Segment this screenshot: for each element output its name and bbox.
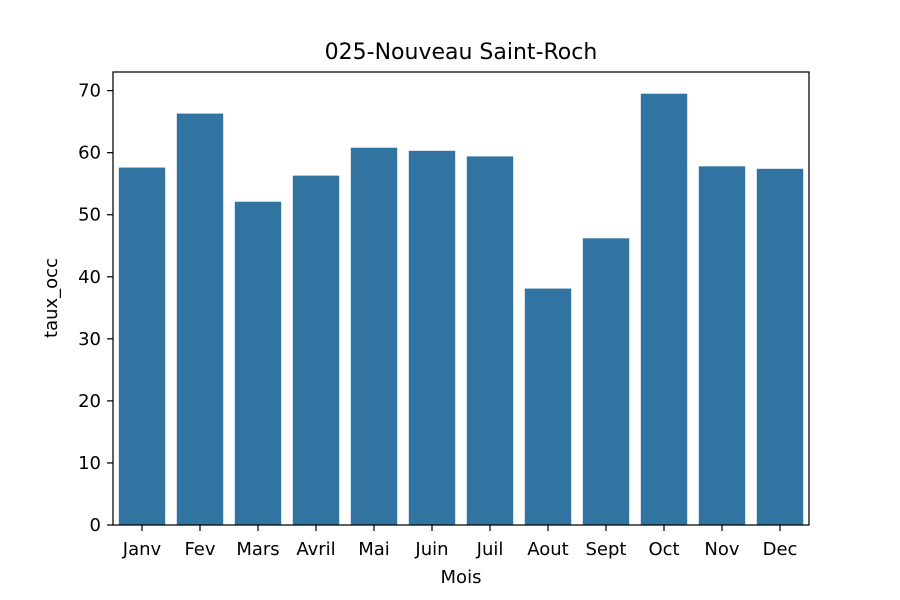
y-tick-label: 10 (78, 453, 101, 474)
y-axis: 0 10 20 30 40 50 60 70 (78, 81, 113, 536)
bar-group (118, 93, 804, 525)
y-axis-label: taux_occ (41, 258, 62, 338)
x-tick-label: Mai (358, 539, 390, 560)
x-tick-label: Avril (296, 539, 335, 560)
x-axis: Janv Fev Mars Avril Mai Juin Juil Aout Sept Oct No… (122, 525, 798, 560)
y-tick-label: 0 (90, 515, 101, 536)
x-tick-label: Juin (414, 539, 448, 560)
x-tick-label: Mars (236, 539, 279, 560)
bar-sept (582, 238, 630, 525)
x-tick-label: Aout (527, 539, 568, 560)
x-tick-label: Sept (586, 539, 627, 560)
bar-avril (292, 175, 340, 525)
bar-mai (350, 147, 398, 525)
y-tick-label: 30 (78, 329, 101, 350)
y-tick-label: 40 (78, 267, 101, 288)
x-tick-label: Nov (704, 539, 739, 560)
plot-frame (112, 71, 810, 526)
bar-janv (118, 167, 166, 525)
bar-oct (640, 93, 688, 525)
bar-juil (466, 156, 514, 525)
y-tick-label: 70 (78, 81, 101, 102)
bar-aout (524, 288, 572, 525)
bar-nov (698, 166, 746, 525)
bar-dec (756, 168, 804, 525)
y-tick-label: 20 (78, 391, 101, 412)
x-tick-label: Janv (122, 539, 162, 560)
x-tick-label: Oct (648, 539, 679, 560)
y-tick-label: 50 (78, 205, 101, 226)
bar-juin (408, 150, 456, 525)
chart-title: 025-Nouveau Saint-Roch (325, 40, 598, 65)
x-axis-label: Mois (441, 567, 482, 588)
x-tick-label: Juil (476, 539, 504, 560)
bar-mars (234, 201, 282, 525)
x-tick-label: Dec (763, 539, 798, 560)
y-tick-label: 60 (78, 143, 101, 164)
x-tick-label: Fev (184, 539, 215, 560)
bar-fev (176, 113, 224, 525)
